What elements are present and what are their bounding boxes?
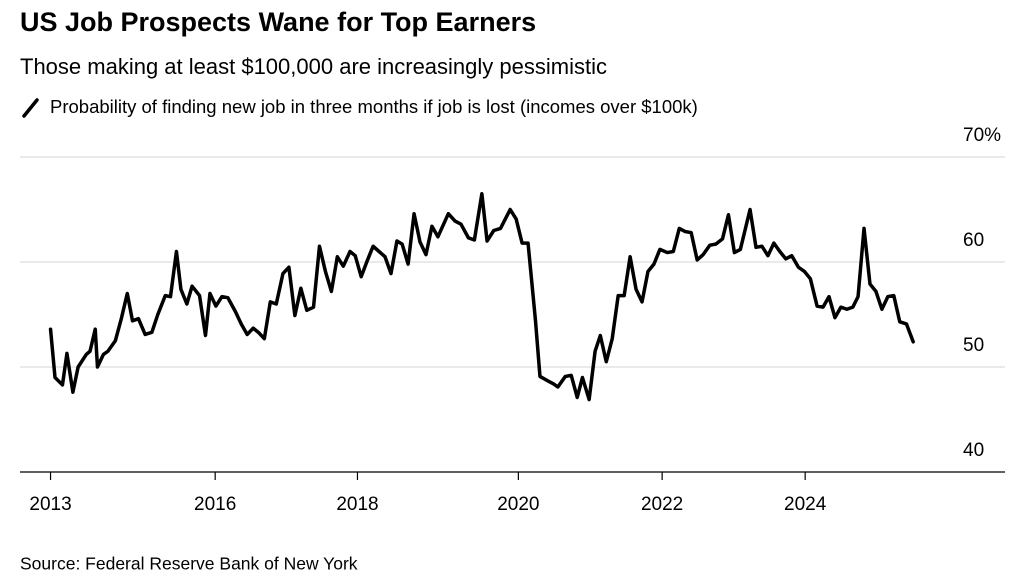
y-tick-label: 60 [963, 230, 984, 251]
x-tick-label: 2022 [641, 494, 683, 515]
legend-swatch [22, 98, 39, 118]
y-tick-label: 40 [963, 440, 984, 461]
chart-subtitle: Those making at least $100,000 are incre… [20, 54, 607, 79]
source: Source: Federal Reserve Bank of New York [20, 554, 358, 574]
chart-title: US Job Prospects Wane for Top Earners [20, 7, 536, 37]
x-tick-label: 2016 [194, 494, 236, 515]
y-tick-label: 70% [963, 125, 1001, 146]
x-tick-label: 2013 [29, 494, 71, 515]
y-tick-label: 50 [963, 335, 984, 356]
x-tick-label: 2018 [336, 494, 378, 515]
legend-label: Probability of finding new job in three … [50, 96, 698, 117]
x-tick-label: 2024 [784, 494, 827, 515]
x-tick-label: 2020 [497, 494, 539, 515]
series-line [48, 192, 915, 402]
